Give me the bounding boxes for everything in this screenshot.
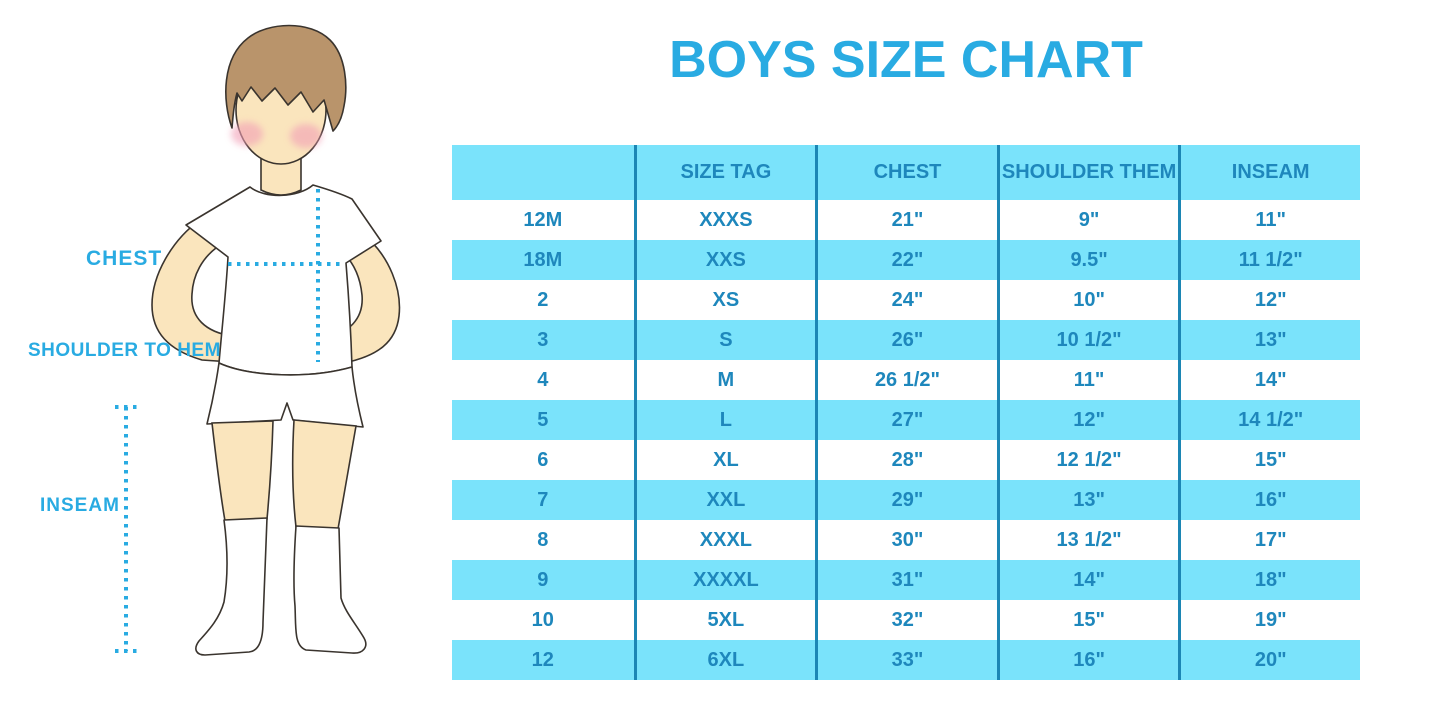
boy-blush-right [290,124,322,148]
table-row: 4 M 26 1/2" 11" 14" [452,360,1360,400]
table-cell: 16" [1178,480,1360,520]
boy-left-thigh [211,420,274,522]
table-cell: 12" [1178,280,1360,320]
page-title: BOYS SIZE CHART [669,31,1143,89]
table-cell: 10 1/2" [996,320,1179,360]
table-cell: 2 [537,288,549,311]
col-header-size [452,145,634,200]
table-cell: XS [633,280,816,320]
table-row: 10 5XL 32" 15" 19" [452,600,1360,640]
chest-label: CHEST [86,247,163,270]
table-cell: L [633,400,816,440]
figure-panel: CHEST SHOULDER TO HEM INSEAM [0,0,452,723]
boy-left-arm [151,218,233,363]
boy-tshirt [185,184,382,376]
table-cell: 7 [537,488,549,511]
col-header-inseam: INSEAM [1178,145,1360,200]
table-cell: 5XL [633,600,816,640]
table-cell: 32" [815,600,997,640]
table-cell: 27" [815,400,997,440]
col-header-shoulder-them: SHOULDER THEM [996,145,1179,200]
boy-shorts [206,362,364,428]
table-cell: XXXS [633,200,816,240]
table-cell: 10 [531,608,554,631]
table-cell: M [633,360,816,400]
table-cell: 31" [815,560,997,600]
table-cell: 26 1/2" [815,360,997,400]
table-cell: 12" [996,400,1179,440]
table-row: 6 XL 28" 12 1/2" 15" [452,440,1360,480]
table-cell: 11" [996,360,1179,400]
table-row: 12 6XL 33" 16" 20" [452,640,1360,680]
table-cell: 33" [815,640,997,680]
table-cell: 29" [815,480,997,520]
table-cell: 3 [537,328,549,351]
boy-blush-left [231,122,263,146]
shoulder-to-hem-label: SHOULDER TO HEM [28,340,221,361]
table-cell: 10" [996,280,1179,320]
table-cell: 6XL [633,640,816,680]
table-cell: 9 [537,568,549,591]
col-header-chest: CHEST [815,145,997,200]
table-cell: 14" [996,560,1179,600]
boy-hair [225,24,347,132]
table-row: 18M XXS 22" 9.5" 11 1/2" [452,240,1360,280]
table-row: 9 XXXXL 31" 14" 18" [452,560,1360,600]
table-cell: 24" [815,280,997,320]
table-cell: XL [633,440,816,480]
table-header-row: SIZE TAG CHEST SHOULDER THEM INSEAM [452,145,1360,200]
table-cell: XXXXL [633,560,816,600]
table-cell: 14 1/2" [1178,400,1360,440]
table-cell: 4 [537,368,549,391]
table-row: 5 L 27" 12" 14 1/2" [452,400,1360,440]
table-cell: 19" [1178,600,1360,640]
table-cell: 9.5" [996,240,1179,280]
table-cell: 28" [815,440,997,480]
table-cell: XXL [633,480,816,520]
table-cell: 11" [1178,200,1360,240]
table-cell: 30" [815,520,997,560]
table-cell: 20" [1178,640,1360,680]
table-cell: 6 [537,448,549,471]
table-cell: 8 [537,528,549,551]
table-cell: S [633,320,816,360]
table-cell: 26" [815,320,997,360]
table-cell: XXS [633,240,816,280]
table-cell: 18M [523,248,563,271]
table-cell: 9" [996,200,1179,240]
boy-measurement-figure [115,24,401,656]
table-cell: 13 1/2" [996,520,1179,560]
table-cell: 12 [531,648,554,671]
table-cell: XXXL [633,520,816,560]
table-cell: 5 [537,408,549,431]
table-row: 8 XXXL 30" 13 1/2" 17" [452,520,1360,560]
table-row: 2 XS 24" 10" 12" [452,280,1360,320]
boy-right-thigh [291,419,357,530]
table-cell: 11 1/2" [1178,240,1360,280]
table-cell: 15" [1178,440,1360,480]
table-cell: 18" [1178,560,1360,600]
table-row: 12M XXXS 21" 9" 11" [452,200,1360,240]
table-cell: 16" [996,640,1179,680]
table-row: 3 S 26" 10 1/2" 13" [452,320,1360,360]
inseam-label: INSEAM [40,495,120,516]
table-cell: 14" [1178,360,1360,400]
table-cell: 12 1/2" [996,440,1179,480]
table-cell: 17" [1178,520,1360,560]
boy-left-sock [195,517,268,656]
size-table: SIZE TAG CHEST SHOULDER THEM INSEAM 12M … [452,145,1360,680]
table-cell: 21" [815,200,997,240]
table-cell: 22" [815,240,997,280]
boy-right-sock [293,525,367,654]
table-cell: 15" [996,600,1179,640]
col-header-size-tag: SIZE TAG [633,145,816,200]
table-row: 7 XXL 29" 13" 16" [452,480,1360,520]
table-cell: 12M [523,208,563,231]
table-cell: 13" [996,480,1179,520]
table-cell: 13" [1178,320,1360,360]
